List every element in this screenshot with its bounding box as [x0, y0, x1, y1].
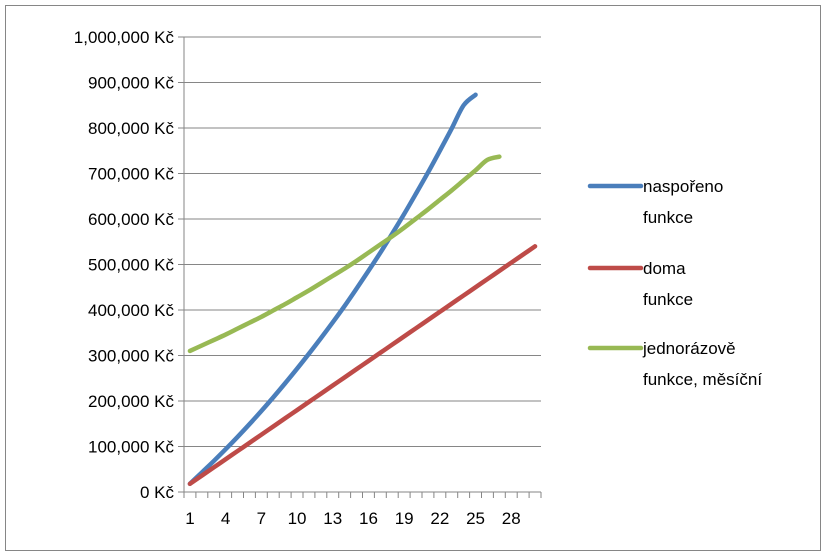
- x-tick-labels: 1 4 7 10 13 16 19 22 25 28: [185, 509, 520, 528]
- x-tick-label: 19: [395, 509, 414, 528]
- y-tick-label: 600,000 Kč: [88, 210, 175, 229]
- series-line-3: [187, 154, 502, 354]
- gridlines: [178, 36, 541, 447]
- legend-label-2: doma: [643, 259, 686, 278]
- legend-label-1: funkce: [643, 208, 693, 227]
- y-tick-label: 0 Kč: [140, 483, 175, 502]
- y-tick-label: 500,000 Kč: [88, 256, 175, 275]
- y-tick-label: 400,000 Kč: [88, 301, 175, 320]
- x-tick-label: 16: [359, 509, 378, 528]
- y-tick-label: 1,000,000 Kč: [74, 28, 175, 47]
- series-lines: [187, 92, 538, 487]
- legend-label-2: funkce: [643, 290, 693, 309]
- x-tick-label: 7: [257, 509, 266, 528]
- y-tick-label: 300,000 Kč: [88, 347, 175, 366]
- legend-label-3: funkce, měsíční: [643, 370, 762, 389]
- axes: [178, 37, 542, 498]
- legend-label-1: naspořeno: [643, 177, 723, 196]
- x-tick-label: 1: [185, 509, 194, 528]
- y-tick-label: 100,000 Kč: [88, 438, 175, 457]
- series-line-2: [187, 244, 538, 487]
- x-tick-label: 13: [323, 509, 342, 528]
- y-tick-label: 800,000 Kč: [88, 119, 175, 138]
- x-tick-label: 25: [466, 509, 485, 528]
- legend: naspořeno funkce doma funkce jednorázově funk…: [587, 177, 762, 389]
- x-tick-label: 22: [430, 509, 449, 528]
- x-tick-label: 28: [502, 509, 521, 528]
- y-tick-label: 700,000 Kč: [88, 165, 175, 184]
- x-tick-label: 4: [221, 509, 230, 528]
- y-tick-labels: 0 Kč 100,000 Kč 200,000 Kč 300,000 Kč 400,00…: [74, 28, 175, 502]
- legend-label-3: jednorázově: [642, 339, 736, 358]
- y-tick-label: 900,000 Kč: [88, 74, 175, 93]
- y-tick-label: 200,000 Kč: [88, 392, 175, 411]
- x-tick-label: 10: [288, 509, 307, 528]
- chart-frame: [5, 5, 821, 551]
- series-line-1: [187, 92, 478, 487]
